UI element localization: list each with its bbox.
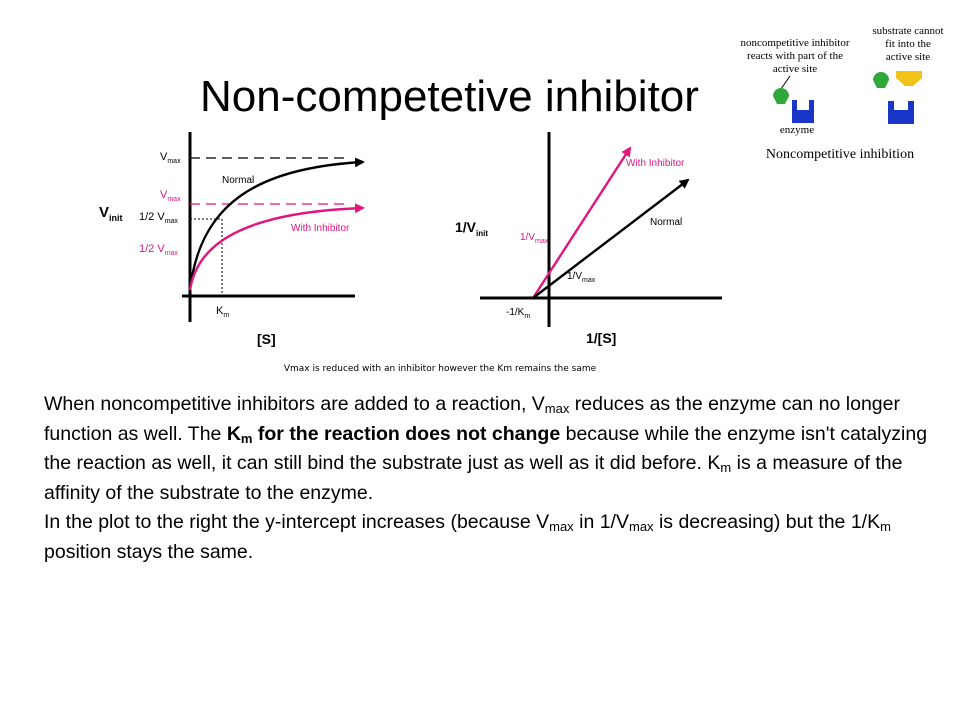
explanation-text: When noncompetitive inhibitors are added…	[44, 390, 944, 567]
lb-x-intercept-label: -1/Km	[506, 307, 530, 320]
mm-y-axis-label: Vinit	[99, 204, 123, 223]
paragraph-2: In the plot to the right the y-intercept…	[44, 511, 891, 563]
enzyme-shape-right	[888, 101, 914, 124]
lb-plot: 1/Vinit 1/Vmax 1/Vmax -1/Km 1/[S] With I…	[455, 132, 722, 346]
inset-label-right-2: fit into the	[885, 38, 931, 50]
figure-caption: Vmax is reduced with an inhibitor howeve…	[284, 364, 597, 374]
mm-half-vmax-inhib-label: 1/2 Vmax	[139, 243, 178, 257]
inset-label-left-2: reacts with part of the	[747, 50, 843, 62]
enzyme-shape-left	[792, 100, 814, 123]
mm-km-label: Km	[216, 305, 229, 319]
mm-plot: Vinit Vmax Vmax 1/2 Vmax 1/2 Vmax Km [S]…	[99, 132, 365, 347]
substrate-shape	[896, 71, 922, 86]
inset-pointer-line	[780, 75, 791, 90]
inset-label-right-1: substrate cannot	[872, 25, 943, 37]
lb-inhib-intercept-label: 1/Vmax	[520, 232, 549, 245]
mm-x-axis-label: [S]	[257, 331, 276, 347]
lb-normal-series-label: Normal	[650, 217, 682, 228]
inhibitor-shape-right	[873, 72, 889, 88]
inset-diagram: noncompetitive inhibitor reacts with par…	[740, 25, 943, 162]
mm-normal-series-label: Normal	[222, 175, 254, 186]
lb-y-axis-label: 1/Vinit	[455, 219, 488, 238]
lb-normal-line	[532, 178, 690, 299]
lb-normal-intercept-label: 1/Vmax	[567, 271, 596, 284]
inset-label-right-3: active site	[886, 51, 930, 63]
inset-label-left-1: noncompetitive inhibitor	[740, 37, 849, 49]
mm-vmax-inhib-label: Vmax	[160, 189, 181, 203]
lb-inhibitor-line	[531, 146, 632, 299]
mm-inhibitor-curve	[188, 203, 365, 291]
mm-vmax-normal-label: Vmax	[160, 151, 181, 165]
enzyme-label: enzyme	[780, 124, 814, 136]
mm-normal-curve	[188, 157, 365, 291]
lb-x-axis-label: 1/[S]	[586, 330, 616, 346]
mm-inhibitor-series-label: With Inhibitor	[291, 223, 350, 234]
lb-inhibitor-series-label: With Inhibitor	[626, 158, 685, 169]
inset-caption: Noncompetitive inhibition	[766, 147, 914, 162]
paragraph-1: When noncompetitive inhibitors are added…	[44, 393, 928, 504]
mm-half-vmax-normal-label: 1/2 Vmax	[139, 211, 178, 225]
inhibitor-shape-left	[773, 88, 789, 104]
inset-label-left-3: active site	[773, 63, 817, 75]
slide-title: Non-competetive inhibitor	[200, 72, 699, 121]
